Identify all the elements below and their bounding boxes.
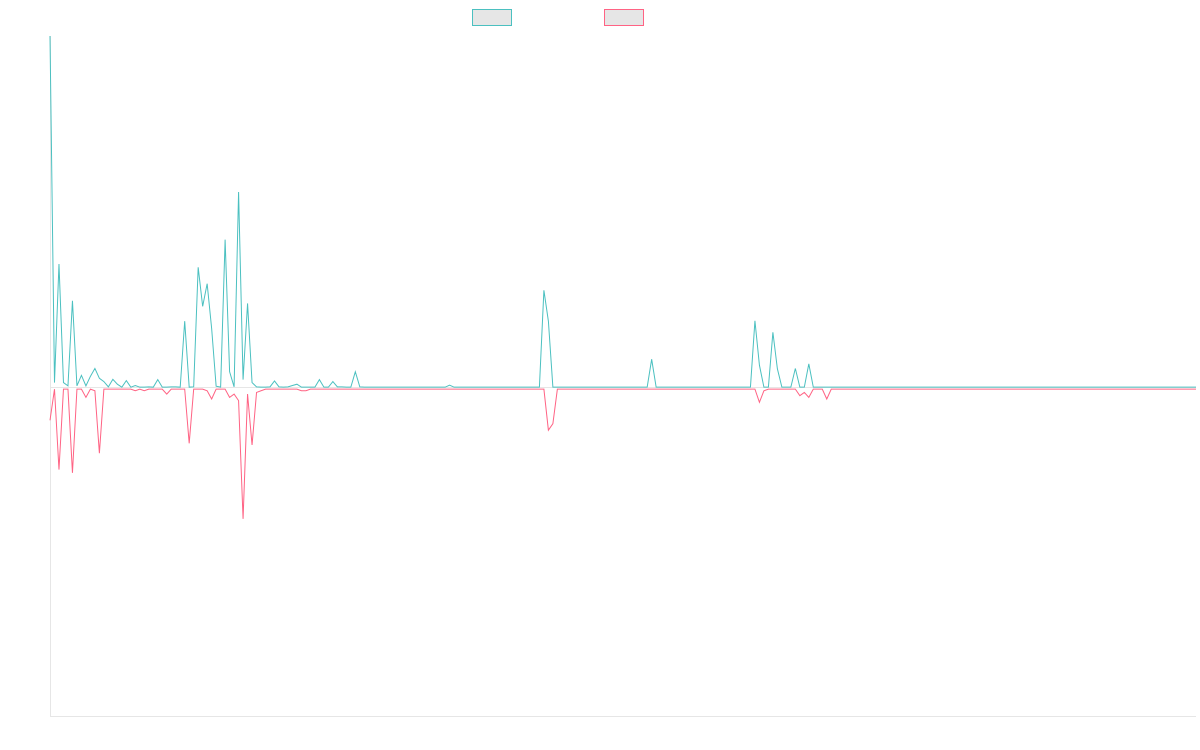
series-line-1 <box>49 35 1196 388</box>
legend <box>0 9 1200 27</box>
legend-item-series-1[interactable] <box>472 9 520 26</box>
series-line-2 <box>49 388 1196 519</box>
legend-swatch-series-2 <box>604 9 644 26</box>
legend-swatch-series-1 <box>472 9 512 26</box>
legend-item-series-2[interactable] <box>604 9 652 26</box>
series-layer <box>49 35 1196 519</box>
